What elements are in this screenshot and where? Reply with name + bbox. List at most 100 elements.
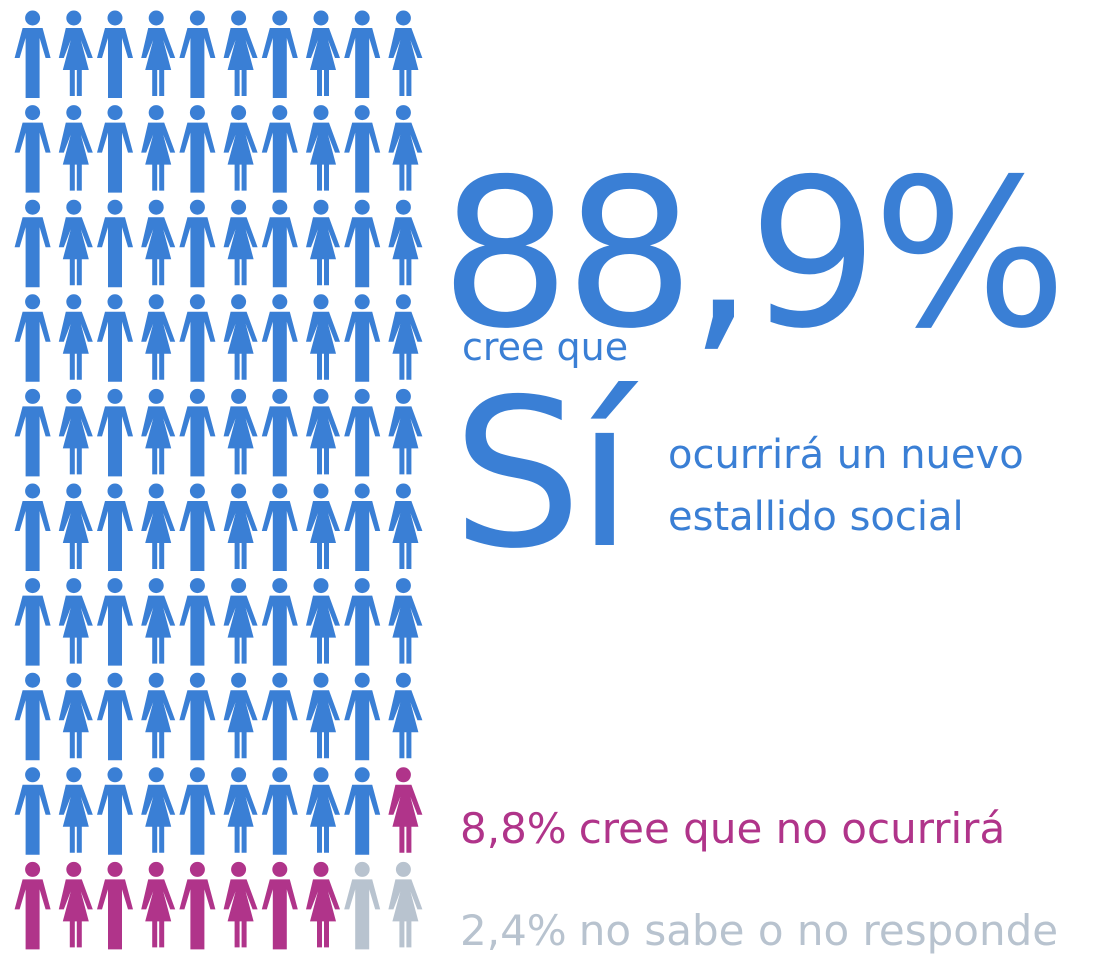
icon-head xyxy=(189,10,205,26)
icon-head xyxy=(189,294,205,310)
pictogram xyxy=(14,10,423,950)
icon-head xyxy=(25,483,41,499)
person-icon xyxy=(14,105,51,193)
icon-head xyxy=(231,105,247,121)
person-icon xyxy=(223,105,258,191)
icon-head xyxy=(272,10,288,26)
icon-head xyxy=(272,578,288,594)
icon-head xyxy=(66,199,82,215)
person-icon xyxy=(223,578,258,664)
icon-head xyxy=(25,672,41,688)
person-icon xyxy=(388,767,423,853)
icon-body xyxy=(58,311,93,380)
icon-body xyxy=(141,122,176,191)
icon-head xyxy=(354,861,370,877)
icon-head xyxy=(107,861,123,877)
icon-body xyxy=(223,690,258,759)
icon-body xyxy=(14,595,51,666)
icon-body xyxy=(388,501,423,569)
icon-head xyxy=(272,672,288,688)
icon-body xyxy=(388,595,423,664)
icon-head xyxy=(231,483,247,499)
icon-head xyxy=(272,105,288,121)
person-icon xyxy=(344,767,381,855)
icon-body xyxy=(344,879,381,950)
person-icon xyxy=(97,294,133,382)
icon-head xyxy=(354,388,370,404)
person-icon xyxy=(179,199,216,288)
lead-text: cree que xyxy=(462,325,628,369)
person-icon xyxy=(14,10,51,98)
icon-body xyxy=(179,217,216,288)
person-icon xyxy=(14,388,51,477)
person-icon xyxy=(388,10,423,96)
person-icon xyxy=(261,294,298,382)
icon-body xyxy=(223,217,258,286)
icon-head xyxy=(25,767,41,783)
icon-head xyxy=(313,578,329,594)
person-icon xyxy=(388,294,423,380)
person-icon xyxy=(58,483,93,569)
icon-head xyxy=(66,10,82,26)
icon-head xyxy=(231,294,247,310)
icon-body xyxy=(58,879,93,948)
icon-body xyxy=(306,217,340,286)
person-icon xyxy=(344,672,381,761)
icon-head xyxy=(395,861,411,877)
icon-body xyxy=(97,311,133,382)
icon-body xyxy=(344,28,381,98)
icon-body xyxy=(388,122,423,191)
icon-head xyxy=(313,767,329,783)
icon-head xyxy=(189,199,205,215)
icon-body xyxy=(388,217,423,286)
person-icon xyxy=(14,578,51,666)
answer: Sí xyxy=(452,356,639,594)
icon-body xyxy=(14,690,51,761)
icon-head xyxy=(354,483,370,499)
icon-head xyxy=(25,578,41,594)
person-icon xyxy=(58,672,93,759)
icon-head xyxy=(313,294,329,310)
person-icon xyxy=(58,861,93,948)
dk-text: 2,4% no sabe o no responde xyxy=(460,906,1058,955)
dk-percent: 2,4% xyxy=(460,906,567,955)
person-icon xyxy=(344,388,381,477)
icon-body xyxy=(261,501,298,571)
icon-body xyxy=(179,122,216,193)
person-icon xyxy=(58,388,93,475)
icon-head xyxy=(313,861,329,877)
icon-body xyxy=(223,311,258,380)
icon-head xyxy=(66,388,82,404)
icon-body xyxy=(179,595,216,666)
person-icon xyxy=(261,861,298,950)
icon-head xyxy=(395,388,411,404)
icon-body xyxy=(14,501,51,571)
person-icon xyxy=(141,105,176,191)
icon-head xyxy=(231,672,247,688)
icon-head xyxy=(272,767,288,783)
person-icon xyxy=(388,199,423,286)
icon-body xyxy=(97,122,133,193)
icon-body xyxy=(14,217,51,288)
person-icon xyxy=(97,861,133,950)
icon-head xyxy=(66,861,82,877)
icon-head xyxy=(107,578,123,594)
icon-body xyxy=(97,217,133,288)
icon-head xyxy=(395,578,411,594)
icon-head xyxy=(231,578,247,594)
icon-body xyxy=(97,690,133,761)
person-icon xyxy=(388,861,423,948)
person-icon xyxy=(14,294,51,382)
icon-head xyxy=(25,294,41,310)
icon-body xyxy=(141,406,176,475)
icon-head xyxy=(395,767,411,783)
person-icon xyxy=(306,10,340,96)
icon-body xyxy=(261,28,298,98)
person-icon xyxy=(179,105,216,193)
person-icon xyxy=(261,105,298,193)
icon-body xyxy=(388,879,423,948)
person-icon xyxy=(223,10,258,96)
person-icon xyxy=(306,388,340,475)
person-icon xyxy=(58,199,93,286)
icon-head xyxy=(313,483,329,499)
